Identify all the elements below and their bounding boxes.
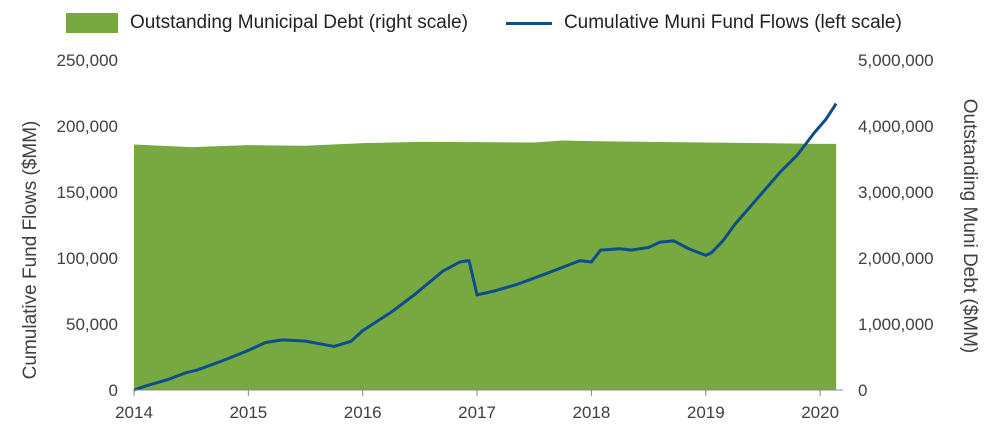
right-tick-label: 4,000,000	[858, 117, 934, 136]
x-tick-label: 2020	[801, 403, 839, 422]
x-tick-label: 2017	[458, 403, 496, 422]
debt-area	[134, 140, 837, 390]
right-tick-label: 3,000,000	[858, 183, 934, 202]
legend-line-label: Cumulative Muni Fund Flows (left scale)	[563, 12, 902, 33]
right-tick-label: 5,000,000	[858, 51, 934, 70]
right-tick-label: 0	[858, 381, 867, 400]
right-tick-label: 2,000,000	[858, 249, 934, 268]
fund-flows-line	[133, 102, 838, 392]
left-tick-label: 250,000	[57, 51, 118, 70]
legend-line-swatch	[505, 21, 552, 25]
left-tick-label: 150,000	[57, 183, 118, 202]
left-tick-label: 100,000	[57, 249, 118, 268]
legend: Outstanding Municipal Debt (right scale)…	[66, 12, 940, 34]
legend-area-swatch	[66, 13, 118, 33]
left-tick-label: 0	[109, 381, 118, 400]
legend-area-label: Outstanding Municipal Debt (right scale)	[130, 12, 468, 33]
right-tick-label: 1,000,000	[858, 315, 934, 334]
right-axis-title: Outstanding Muni Debt ($MM)	[959, 99, 980, 354]
legend-item-line: Cumulative Muni Fund Flows (left scale)	[505, 12, 902, 34]
legend-item-area: Outstanding Municipal Debt (right scale)	[66, 12, 468, 34]
x-tick-label: 2016	[344, 403, 382, 422]
x-tick-label: 2015	[229, 403, 267, 422]
left-axis-title: Cumulative Fund Flows ($MM)	[20, 121, 41, 380]
x-tick-label: 2014	[115, 403, 153, 422]
x-tick-label: 2018	[573, 403, 611, 422]
plot-area: 2014 2015 2016 2017 2018 2019 2020 0 50,000 100,0…	[20, 51, 980, 422]
left-tick-label: 50,000	[66, 315, 118, 334]
x-tick-label: 2019	[687, 403, 725, 422]
left-tick-label: 200,000	[57, 117, 118, 136]
